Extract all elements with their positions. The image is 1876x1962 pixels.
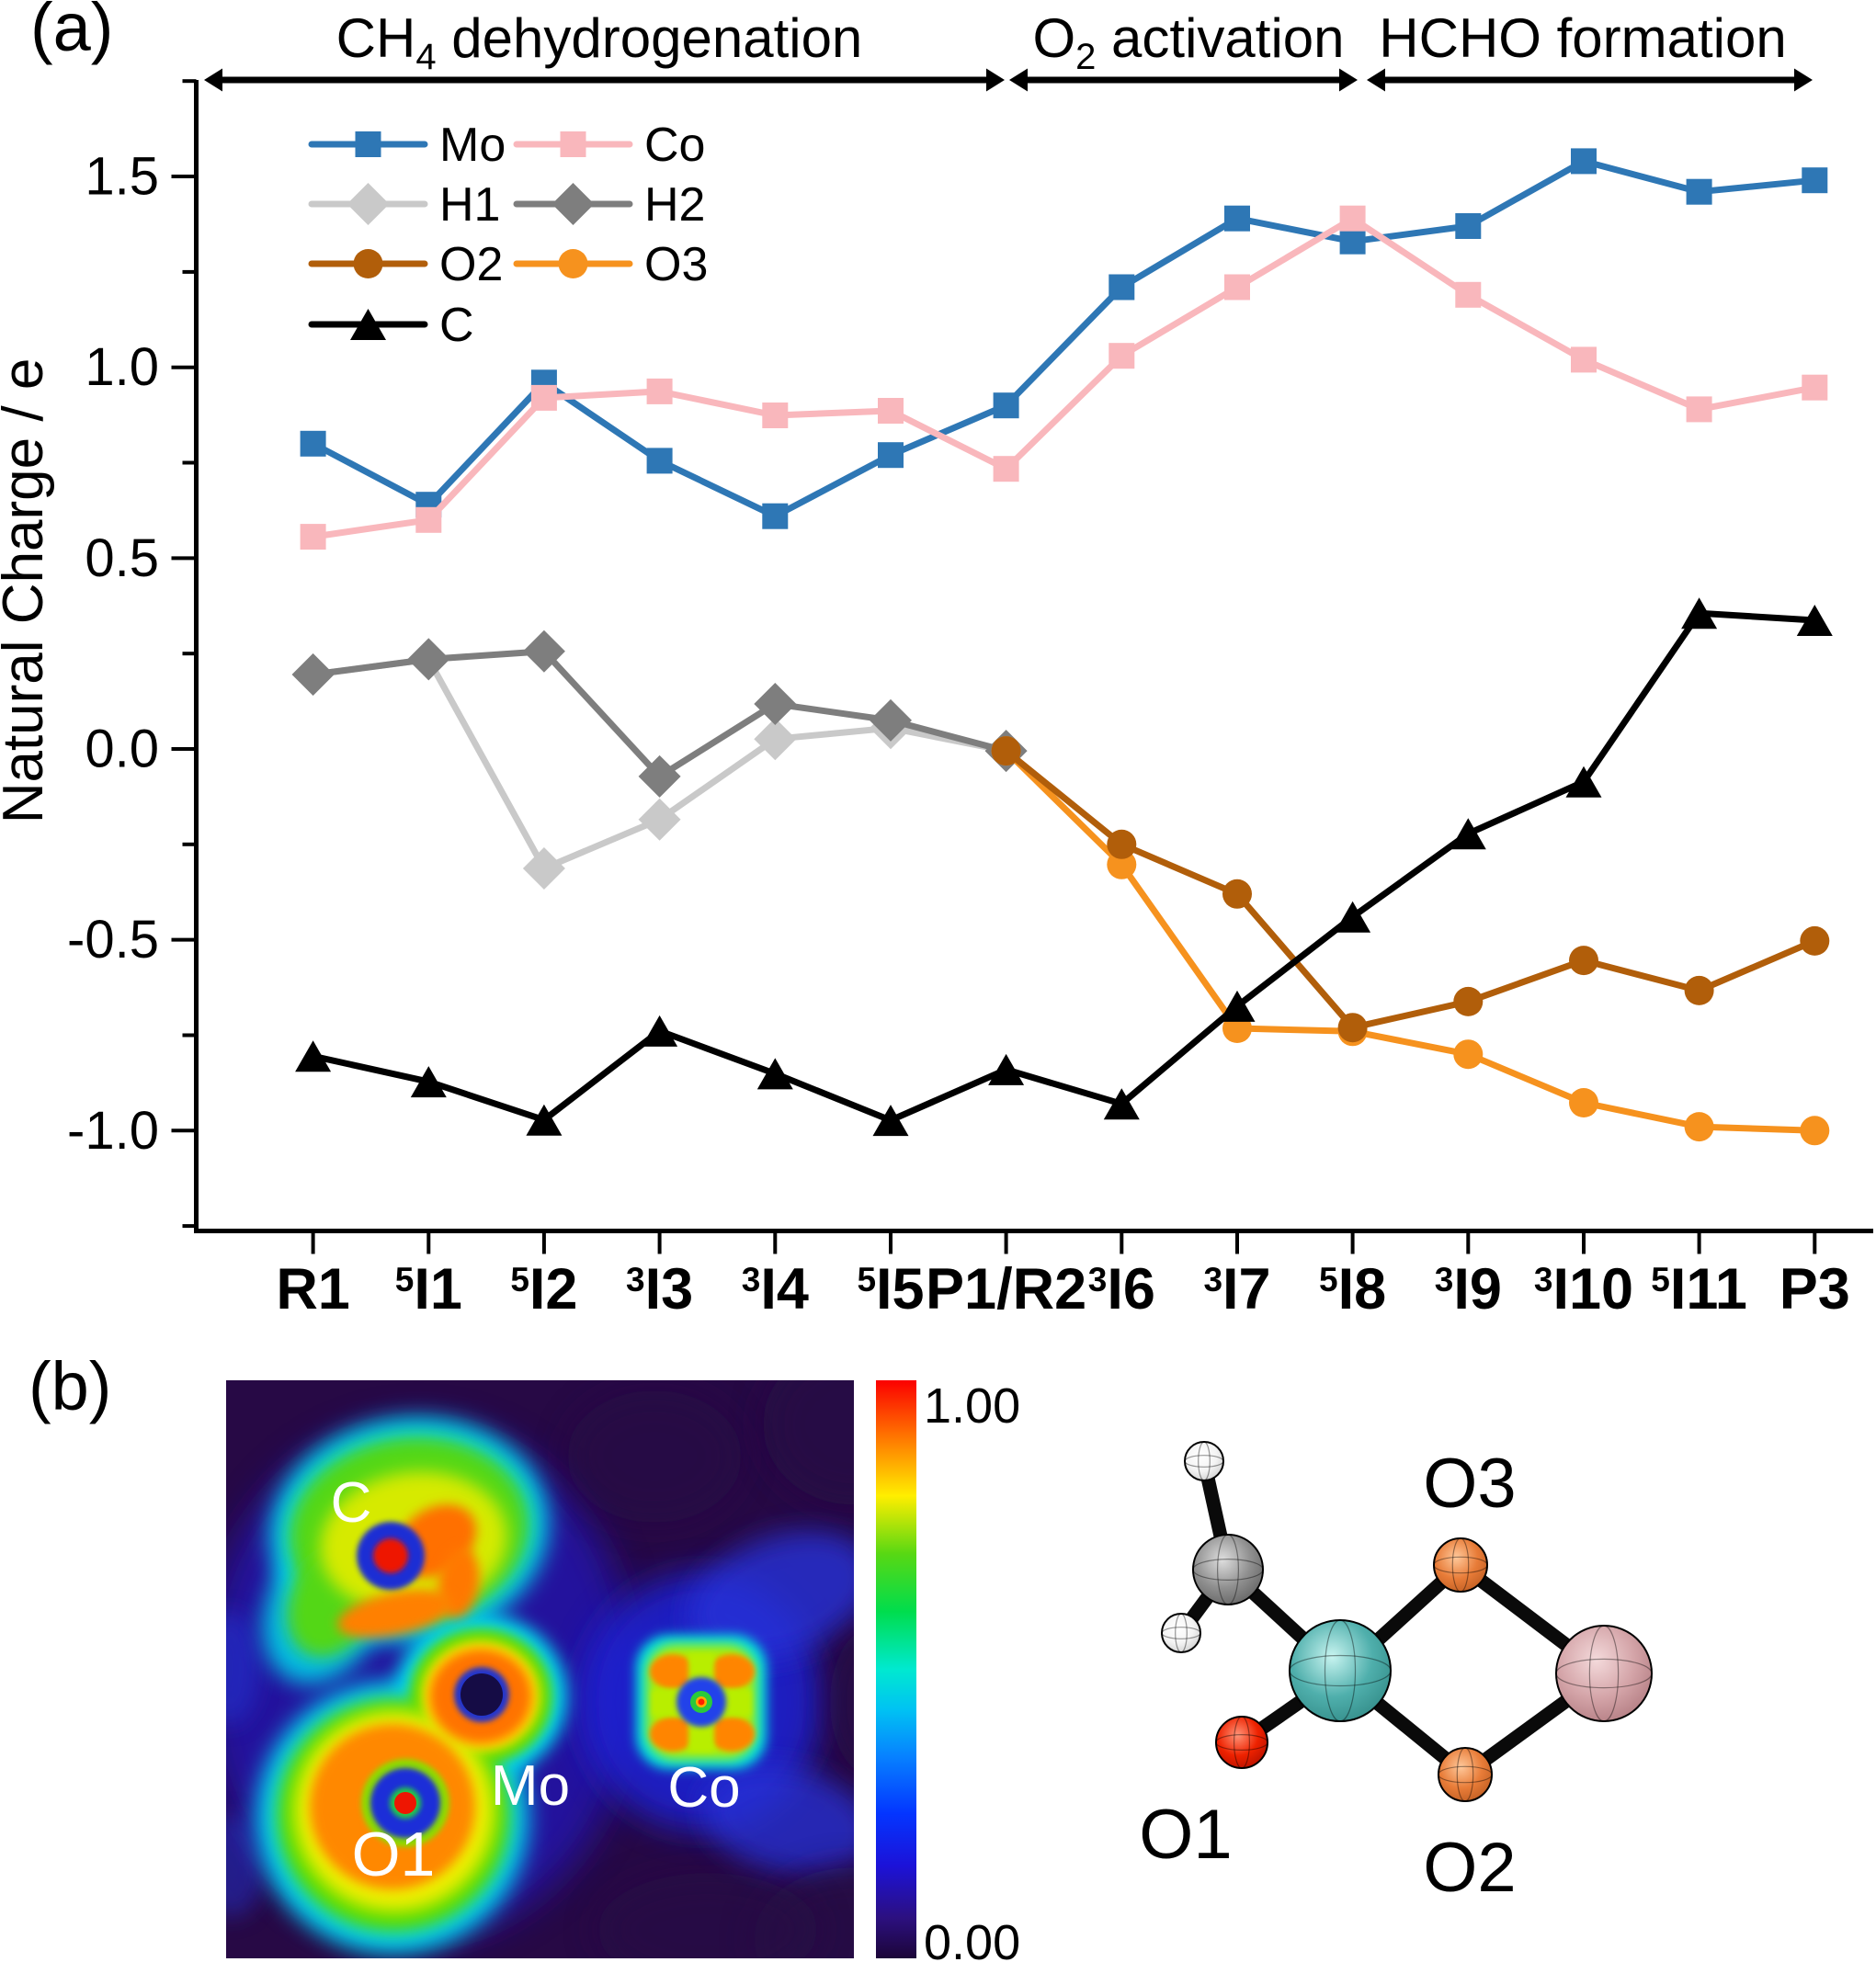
svg-text:O3: O3: [1423, 1445, 1516, 1523]
svg-text:O2: O2: [1423, 1829, 1516, 1907]
svg-text:(b): (b): [28, 1348, 111, 1424]
svg-text:0.5: 0.5: [85, 528, 159, 588]
svg-text:3I6: 3I6: [1088, 1257, 1155, 1321]
svg-text:5I2: 5I2: [510, 1257, 577, 1321]
svg-text:Natural Charge / e: Natural Charge / e: [0, 358, 55, 824]
svg-text:5I8: 5I8: [1319, 1257, 1386, 1321]
svg-text:Co: Co: [667, 1756, 740, 1820]
svg-text:P3: P3: [1779, 1257, 1850, 1321]
svg-text:O3: O3: [644, 238, 708, 291]
svg-text:1.00: 1.00: [924, 1378, 1020, 1434]
svg-text:3I7: 3I7: [1203, 1257, 1270, 1321]
svg-text:O2: O2: [439, 238, 503, 291]
svg-text:H1: H1: [439, 178, 500, 232]
svg-text:Mo: Mo: [491, 1754, 570, 1818]
svg-text:C: C: [439, 299, 474, 352]
svg-text:3I10: 3I10: [1534, 1257, 1633, 1321]
svg-text:3I9: 3I9: [1435, 1257, 1502, 1321]
svg-text:CH4 dehydrogenation: CH4 dehydrogenation: [336, 7, 863, 77]
svg-text:(a): (a): [30, 0, 113, 65]
svg-text:O2 activation: O2 activation: [1032, 7, 1344, 77]
svg-text:O1: O1: [352, 1820, 436, 1889]
svg-text:1.5: 1.5: [85, 147, 159, 207]
svg-text:1.0: 1.0: [85, 337, 159, 397]
svg-text:Co: Co: [644, 119, 705, 172]
svg-text:HCHO formation: HCHO formation: [1379, 7, 1786, 69]
svg-text:-1.0: -1.0: [67, 1101, 159, 1161]
svg-text:5I5: 5I5: [857, 1257, 924, 1321]
svg-text:0.00: 0.00: [924, 1915, 1020, 1962]
svg-text:Mo: Mo: [439, 119, 506, 172]
svg-text:-0.5: -0.5: [67, 910, 159, 970]
svg-text:R1: R1: [276, 1257, 350, 1321]
svg-text:0.0: 0.0: [85, 720, 159, 779]
svg-text:3I3: 3I3: [626, 1257, 693, 1321]
svg-text:5I1: 5I1: [395, 1257, 462, 1321]
svg-text:3I4: 3I4: [742, 1257, 809, 1321]
svg-text:H2: H2: [644, 178, 705, 232]
svg-text:O1: O1: [1139, 1796, 1232, 1874]
svg-text:5I11: 5I11: [1651, 1257, 1747, 1321]
svg-text:P1/R2: P1/R2: [926, 1257, 1086, 1321]
svg-text:C: C: [331, 1471, 372, 1535]
